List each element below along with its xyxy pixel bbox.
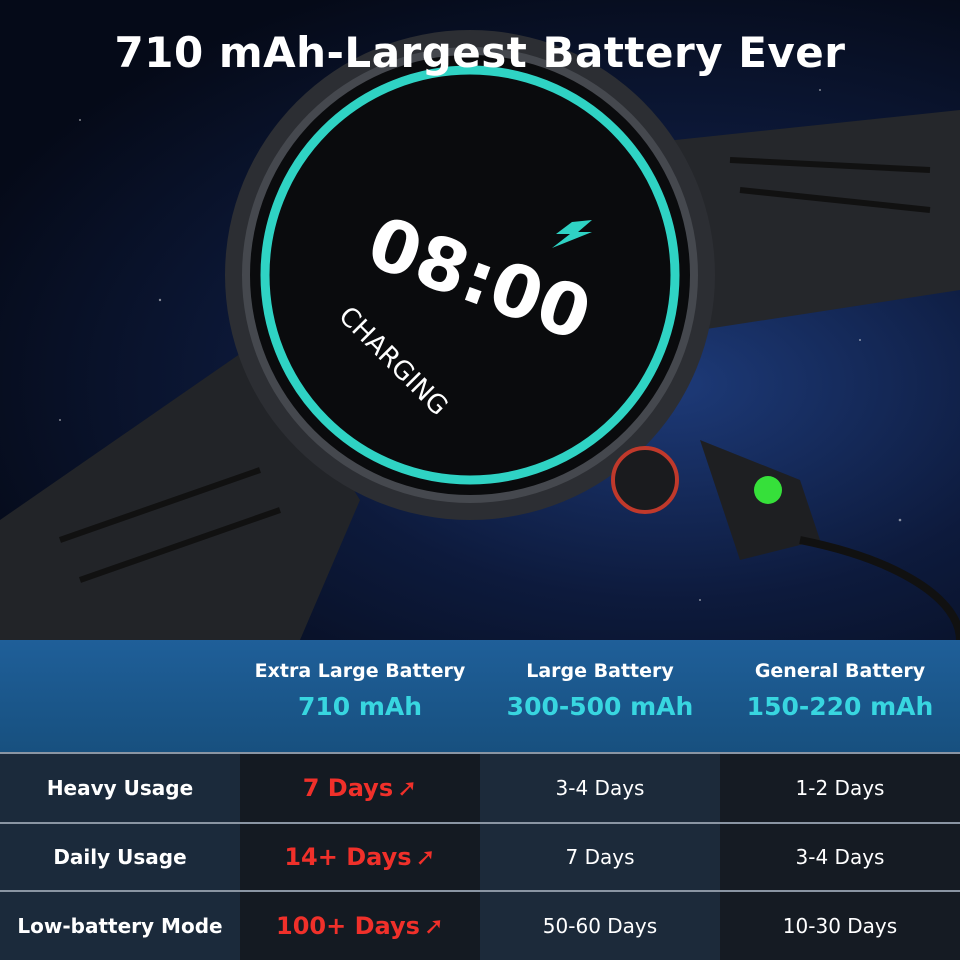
table-header: Extra Large Battery 710 mAh Large Battery… [0, 640, 960, 752]
arrow-up-icon: ➚ [423, 912, 444, 940]
lightning-bolt-icon [552, 220, 592, 248]
table-row: Daily Usage 14+ Days ➚ 7 Days 3-4 Days [0, 822, 960, 890]
charger-led [754, 476, 782, 504]
arrow-up-icon: ➚ [397, 774, 418, 802]
table-row: Low-battery Mode 100+ Days ➚ 50-60 Days 1… [0, 890, 960, 960]
crown-button [611, 446, 679, 514]
page-title: 710 mAh-Largest Battery Ever [114, 28, 846, 77]
arrow-up-icon: ➚ [415, 843, 436, 871]
table-row: Heavy Usage 7 Days ➚ 3-4 Days 1-2 Days [0, 752, 960, 822]
column-header: Extra Large Battery 710 mAh [254, 660, 466, 721]
column-header: Large Battery 300-500 mAh [506, 660, 694, 721]
column-header: General Battery 150-220 mAh [746, 660, 934, 721]
product-hero: 08:00 CHARGING 710 mAh-Largest Battery E… [0, 0, 960, 641]
battery-comparison-table: Extra Large Battery 710 mAh Large Battery… [0, 640, 960, 960]
smartwatch-image: 08:00 CHARGING [0, 30, 960, 641]
charging-ring [260, 65, 680, 485]
